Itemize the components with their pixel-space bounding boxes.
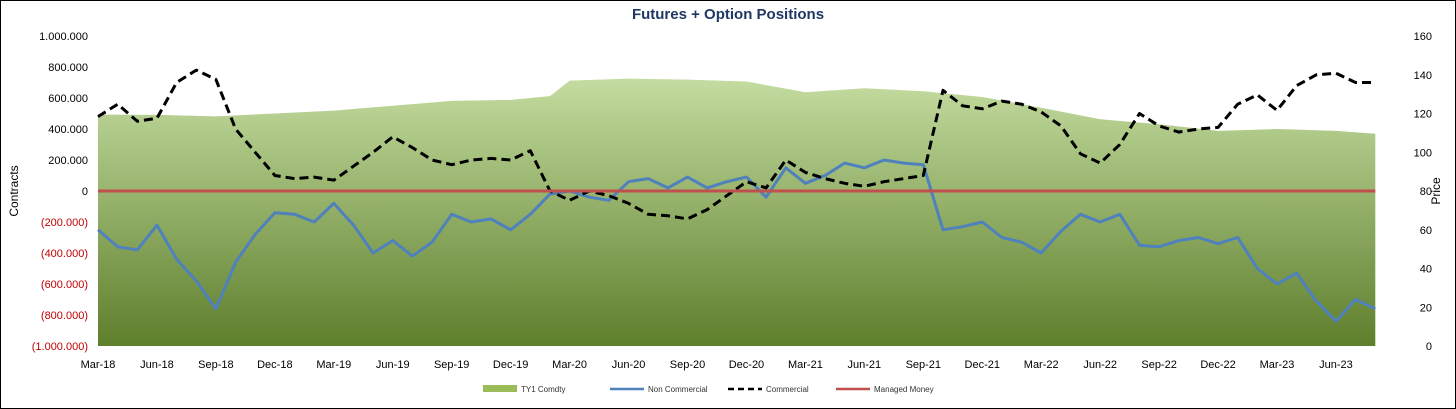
y-left-tick-label: (600.000): [41, 279, 88, 291]
axes-group: 1.000.000 800.000 600.000 400.000 200.000 0 (2…: [7, 31, 1443, 371]
y-right-tick-label: 60: [1420, 225, 1432, 237]
y-right-tick-label: 0: [1426, 341, 1432, 353]
series-commercial-line: [97, 68, 1376, 221]
chart-title: Futures + Option Positions: [631, 6, 825, 23]
x-tick-label: Mar-23: [1260, 359, 1295, 371]
x-tick-label: Jun-18: [140, 359, 174, 371]
x-tick-label: Sep-18: [198, 359, 233, 371]
y-left-tick-label: 200.000: [48, 155, 88, 167]
x-tick-label: Sep-21: [906, 359, 941, 371]
y-right-tick-label: 120: [1414, 109, 1432, 121]
x-tick-label: Sep-19: [434, 359, 469, 371]
x-tick-label: Sep-22: [1141, 359, 1176, 371]
series-ty1-comdty-area: [98, 78, 1376, 346]
x-tick-label: Mar-18: [81, 359, 116, 371]
x-tick-label: Jun-23: [1319, 359, 1353, 371]
x-tick-label: Jun-19: [376, 359, 410, 371]
x-tick-label: Jun-21: [848, 359, 882, 371]
y-right-axis-title: Price: [1429, 177, 1443, 205]
y-left-axis-title: Contracts: [7, 165, 21, 216]
x-tick-label: Dec-21: [965, 359, 1000, 371]
y-right-tick-label: 140: [1414, 70, 1432, 82]
y-left-tick-label: (200.000): [41, 217, 88, 229]
x-tick-label: Mar-22: [1024, 359, 1059, 371]
x-tick-label: Jun-22: [1083, 359, 1117, 371]
x-tick-label: Mar-19: [316, 359, 351, 371]
y-left-tick-label: 600.000: [48, 93, 88, 105]
y-right-tick-label: 100: [1414, 147, 1432, 159]
x-tick-label: Dec-18: [257, 359, 292, 371]
legend-label-ty1-comdty: TY1 Comdty: [521, 385, 565, 394]
x-tick-label: Dec-19: [493, 359, 528, 371]
y-right-tick-label: 160: [1414, 31, 1432, 43]
series-non-commercial-line: [97, 158, 1376, 323]
legend-label-non-commercial: Non Commercial: [648, 385, 708, 394]
y-left-tick-label: (1.000.000): [32, 341, 88, 353]
legend-label-commercial: Commercial: [766, 385, 809, 394]
x-tick-label: Mar-21: [788, 359, 823, 371]
x-tick-label: Sep-20: [670, 359, 705, 371]
series-lines-group: [97, 68, 1376, 323]
y-right-tick-label: 80: [1420, 186, 1432, 198]
y-right-tick-label: 40: [1420, 264, 1432, 276]
x-tick-label: Jun-20: [612, 359, 646, 371]
y-right-tick-label: 20: [1420, 302, 1432, 314]
legend-swatch-ty1-comdty: [483, 385, 517, 392]
y-left-tick-label: 800.000: [48, 62, 88, 74]
x-tick-label: Mar-20: [552, 359, 587, 371]
y-left-tick-label: (800.000): [41, 310, 88, 322]
legend-label-managed-money: Managed Money: [874, 385, 934, 394]
x-tick-label: Dec-20: [729, 359, 764, 371]
y-left-tick-label: 400.000: [48, 124, 88, 136]
y-left-tick-label: 1.000.000: [39, 31, 88, 43]
price-area-group: [98, 78, 1376, 346]
y-left-tick-label: (400.000): [41, 248, 88, 260]
legend: TY1 Comdty Non Commercial Commercial Manage…: [483, 385, 934, 394]
y-left-tick-label: 0: [82, 186, 88, 198]
x-tick-label: Dec-22: [1200, 359, 1235, 371]
